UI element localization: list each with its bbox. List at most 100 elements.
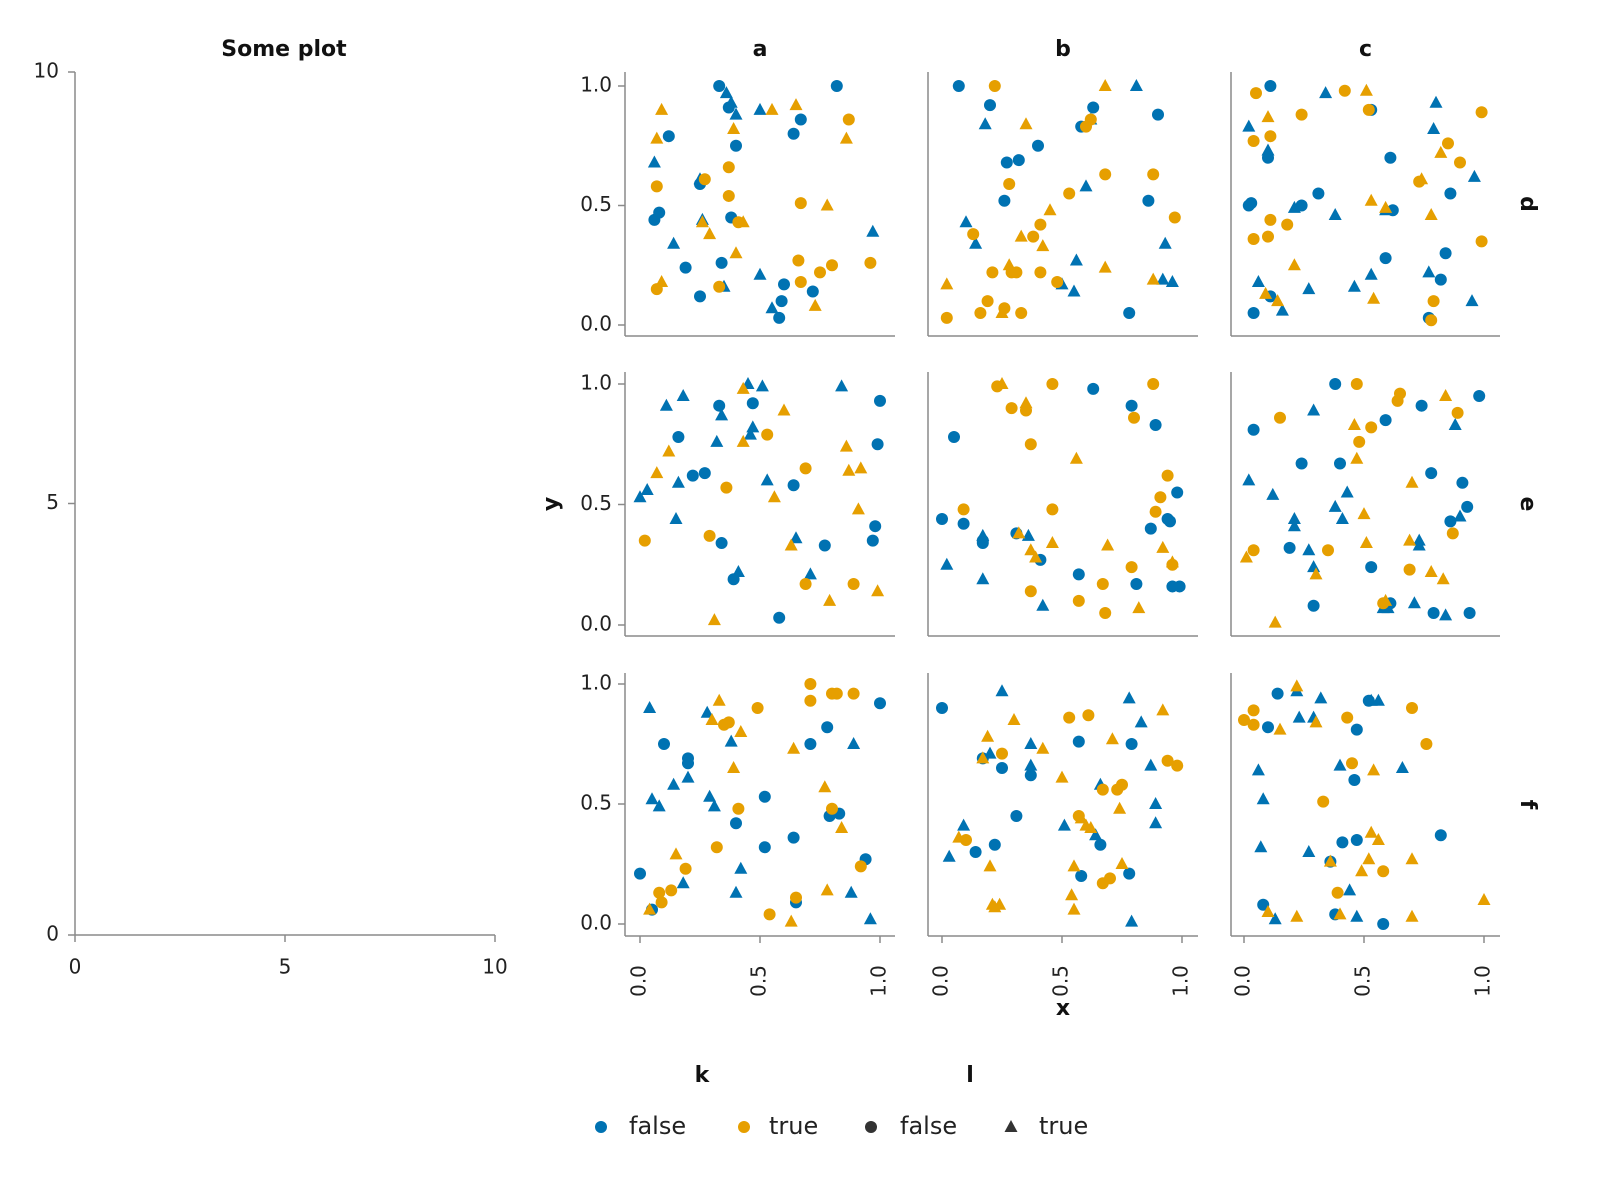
data-point-triangle xyxy=(1287,200,1301,213)
data-point-circle xyxy=(710,841,723,854)
legend-label-marker-false: false xyxy=(900,1112,957,1140)
data-point-triangle xyxy=(1340,485,1354,498)
data-point-triangle xyxy=(1261,143,1275,156)
data-point-triangle xyxy=(719,86,733,99)
data-point-triangle xyxy=(736,434,750,447)
data-point-triangle xyxy=(1371,833,1385,845)
data-point-circle xyxy=(1087,382,1100,395)
data-point-triangle xyxy=(1043,203,1057,216)
facet-col-label-b: b xyxy=(1055,37,1071,62)
data-point-circle xyxy=(1247,307,1260,320)
data-point-circle xyxy=(1295,108,1308,121)
data-point-triangle xyxy=(736,215,750,228)
data-point-triangle xyxy=(789,531,803,544)
data-point-triangle xyxy=(847,737,861,749)
data-point-triangle xyxy=(1158,236,1172,249)
data-point-circle xyxy=(1024,769,1037,782)
data-point-circle xyxy=(1087,101,1100,114)
data-point-triangle xyxy=(995,306,1009,319)
y-tick-label: 0.0 xyxy=(580,312,612,336)
data-point-circle xyxy=(1425,314,1438,327)
data-point-circle xyxy=(1283,541,1296,554)
data-point-triangle xyxy=(1424,208,1438,221)
data-point-triangle xyxy=(1333,907,1347,920)
data-point-circle xyxy=(1247,134,1260,147)
data-point-triangle xyxy=(1309,715,1323,728)
data-point-circle xyxy=(1063,187,1076,200)
legend-swatch-marker-true xyxy=(1004,1120,1018,1132)
y-tick-label: 0.5 xyxy=(580,791,612,815)
data-point-triangle xyxy=(808,298,822,311)
data-point-triangle xyxy=(839,439,853,452)
data-point-circle xyxy=(1271,687,1284,700)
facet-col-label-c: c xyxy=(1359,37,1372,62)
data-point-triangle xyxy=(1381,601,1395,614)
x-axis-label: x xyxy=(1056,996,1070,1021)
data-point-triangle xyxy=(842,463,856,476)
data-point-triangle xyxy=(705,713,719,725)
data-point-triangle xyxy=(1328,499,1342,512)
data-point-circle xyxy=(1434,829,1447,842)
data-point-circle xyxy=(1149,505,1162,518)
data-point-circle xyxy=(1154,491,1167,504)
data-point-circle xyxy=(1250,87,1262,100)
data-point-circle xyxy=(1075,870,1088,882)
data-point-triangle xyxy=(652,799,666,812)
data-point-triangle xyxy=(676,876,690,889)
data-point-triangle xyxy=(1242,473,1256,486)
data-point-triangle xyxy=(784,914,798,927)
y-tick-label: 0.5 xyxy=(580,192,612,216)
facet-panel-c-d xyxy=(1230,72,1500,337)
data-point-triangle xyxy=(1113,801,1127,814)
data-point-triangle xyxy=(1261,110,1275,123)
data-point-triangle xyxy=(1350,451,1364,464)
data-point-triangle xyxy=(976,528,990,541)
data-point-triangle xyxy=(1251,274,1265,287)
data-point-circle xyxy=(1331,886,1344,899)
data-point-circle xyxy=(1144,522,1157,535)
data-point-circle xyxy=(686,469,699,482)
data-point-circle xyxy=(653,206,666,219)
data-point-circle xyxy=(1444,515,1457,528)
data-point-triangle xyxy=(1089,828,1103,841)
data-point-triangle xyxy=(1467,169,1481,182)
data-point-triangle xyxy=(835,821,849,833)
data-point-circle xyxy=(1264,213,1277,226)
data-point-triangle xyxy=(655,102,669,115)
data-point-circle xyxy=(1034,266,1047,279)
data-point-triangle xyxy=(995,684,1009,697)
data-point-circle xyxy=(1099,168,1112,181)
data-point-circle xyxy=(1123,867,1136,880)
data-point-circle xyxy=(794,197,807,210)
data-point-triangle xyxy=(1307,403,1321,416)
data-point-triangle xyxy=(1307,560,1321,573)
data-point-triangle xyxy=(976,572,990,585)
data-point-circle xyxy=(1247,704,1260,717)
data-point-triangle xyxy=(736,381,750,394)
y-tick-label: 1.0 xyxy=(580,371,612,395)
data-point-circle xyxy=(948,431,960,444)
data-point-triangle xyxy=(1379,593,1393,606)
data-point-circle xyxy=(1463,606,1476,619)
data-point-triangle xyxy=(1335,511,1349,524)
data-point-circle xyxy=(1247,232,1260,245)
x-tick-label: 0.0 xyxy=(627,965,651,997)
data-point-circle xyxy=(638,534,651,547)
data-point-triangle xyxy=(703,227,717,240)
data-point-triangle xyxy=(647,155,661,168)
left-x-tick-label: 10 xyxy=(482,955,507,979)
data-point-circle xyxy=(1147,378,1160,390)
data-point-triangle xyxy=(940,557,954,570)
data-point-circle xyxy=(775,295,788,308)
data-point-circle xyxy=(804,678,817,690)
points-b-e xyxy=(936,377,1186,619)
data-point-circle xyxy=(871,438,884,451)
data-point-triangle xyxy=(1350,909,1364,922)
data-point-triangle xyxy=(1122,691,1136,704)
data-point-triangle xyxy=(866,224,880,237)
data-point-triangle xyxy=(784,538,798,551)
data-point-triangle xyxy=(978,117,992,130)
data-point-triangle xyxy=(1067,902,1081,915)
data-point-circle xyxy=(722,716,735,729)
data-point-triangle xyxy=(1012,526,1026,539)
